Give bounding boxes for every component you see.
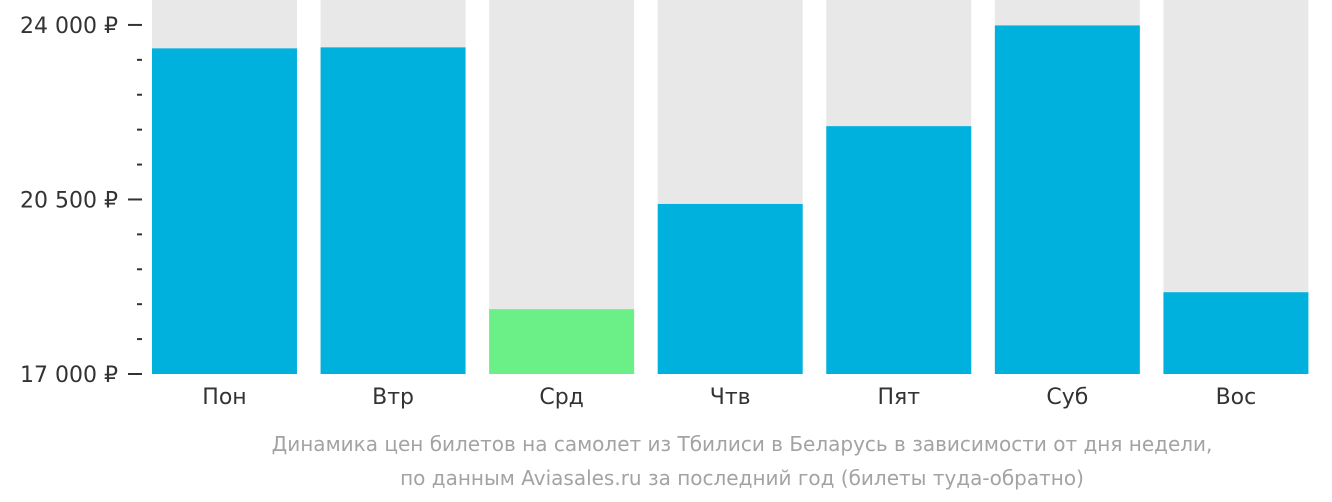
y-axis: 17 000 ₽ 20 500 ₽ 24 000 ₽ — [20, 14, 142, 388]
x-tick-label: Пон — [202, 385, 246, 410]
y-tick-label: 24 000 ₽ — [20, 14, 118, 39]
chart-caption-line-2: по данным Aviasales.ru за последний год … — [400, 466, 1084, 490]
bar — [152, 48, 297, 374]
x-tick-label: Срд — [539, 385, 584, 410]
price-by-weekday-chart: 17 000 ₽ 20 500 ₽ 24 000 ₽ Пон Втр Срд Чтв Пят… — [20, 0, 1309, 410]
bar — [826, 126, 972, 375]
x-tick-label: Пят — [877, 385, 920, 410]
chart-caption-line-1: Динамика цен билетов на самолет из Тбили… — [271, 432, 1213, 456]
x-axis: Пон Втр Срд Чтв Пят Суб Вос — [202, 385, 1256, 410]
bar-cheapest — [489, 309, 635, 374]
bar — [1163, 292, 1309, 374]
bar — [657, 203, 803, 374]
bar — [994, 25, 1140, 374]
x-tick-label: Суб — [1046, 385, 1088, 410]
y-tick-label: 20 500 ₽ — [20, 188, 118, 213]
y-tick-label: 17 000 ₽ — [20, 363, 118, 388]
bar — [320, 47, 466, 375]
bars — [152, 0, 1309, 375]
x-tick-label: Втр — [372, 385, 414, 410]
x-tick-label: Чтв — [710, 385, 751, 410]
x-tick-label: Вос — [1216, 385, 1257, 410]
